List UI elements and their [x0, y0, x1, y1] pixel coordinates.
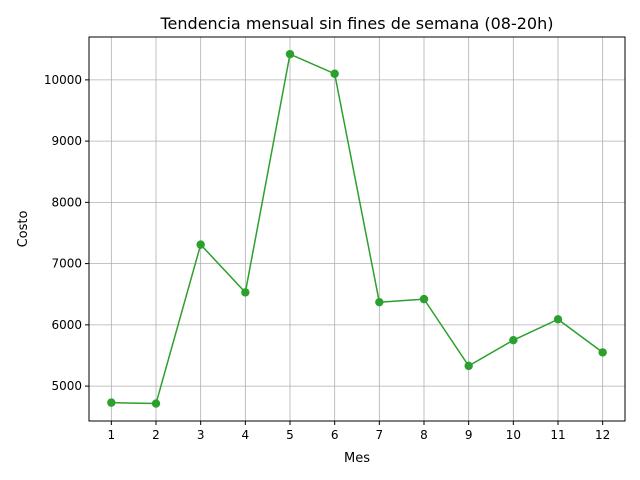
data-point: [285, 49, 295, 59]
data-point: [509, 335, 518, 345]
grid: [89, 37, 625, 421]
x-tick-label: 1: [108, 428, 116, 442]
x-tick-label: 3: [197, 428, 205, 442]
x-tick-label: 10: [506, 428, 521, 442]
data-point: [107, 398, 116, 407]
x-tick-label: 8: [420, 428, 428, 442]
x-tick-label: 7: [376, 428, 384, 442]
x-tick-label: 12: [595, 428, 610, 442]
data-point: [241, 288, 250, 297]
y-axis-label: Costo: [16, 211, 31, 248]
data-point: [464, 361, 473, 371]
data-point: [151, 399, 161, 408]
y-tick-label: 5000: [51, 379, 82, 393]
data-point: [330, 69, 339, 78]
data-series: [107, 49, 607, 408]
series-line: [111, 53, 604, 405]
x-tick-label: 2: [152, 428, 160, 442]
data-point: [553, 315, 563, 324]
data-point: [375, 297, 384, 307]
data-point: [196, 240, 205, 249]
plot-area-frame: [88, 36, 626, 422]
data-point: [419, 294, 429, 304]
x-axis-label: Mes: [344, 451, 370, 466]
y-tick-label: 7000: [51, 257, 82, 271]
y-tick-label: 8000: [51, 195, 82, 209]
x-tick-label: 9: [465, 428, 473, 442]
y-tick-label: 6000: [51, 318, 82, 332]
x-tick-label: 6: [331, 428, 339, 442]
y-tick-label: 9000: [51, 134, 82, 148]
x-tick-label: 5: [286, 428, 294, 442]
data-point: [598, 348, 607, 357]
x-tick-label: 11: [550, 428, 565, 442]
x-tick-label: 4: [242, 428, 250, 442]
y-tick-label: 10000: [44, 73, 82, 87]
chart-title: Tendencia mensual sin fines de semana (0…: [160, 14, 554, 33]
